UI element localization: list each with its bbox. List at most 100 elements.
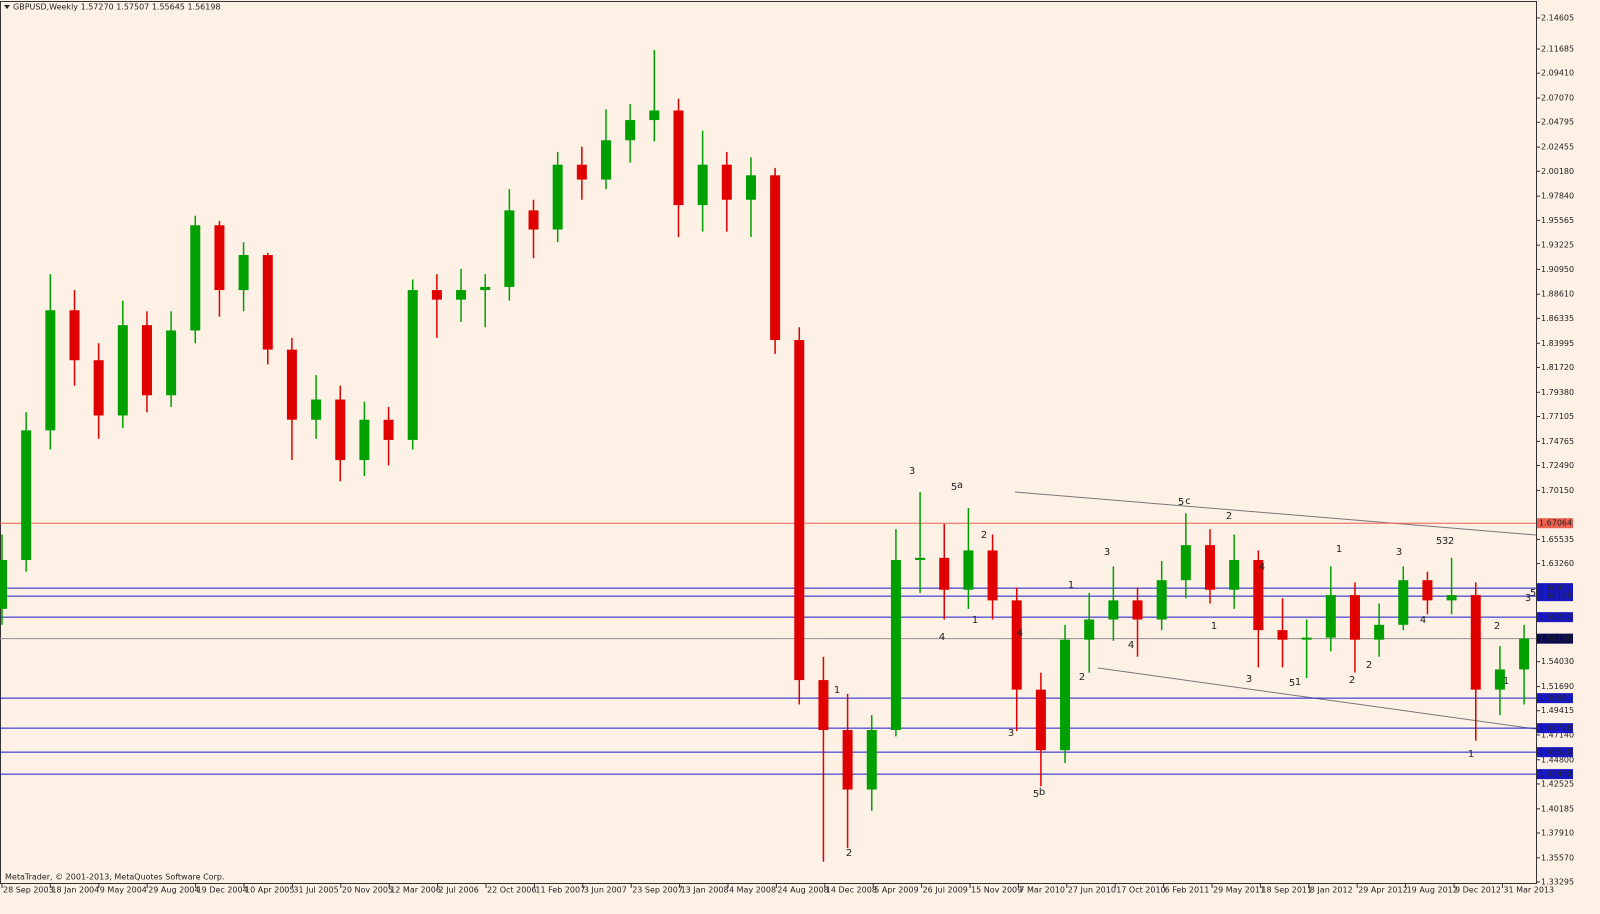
wave-label: 2 (846, 848, 852, 859)
y-tick-label: 1.63260 (1541, 559, 1574, 568)
x-tick-label: 17 Oct 2010 (1116, 886, 1165, 895)
x-tick-label: 27 Jun 2010 (1068, 886, 1116, 895)
x-tick-label: 3 Jun 2007 (584, 886, 627, 895)
candle-body (1446, 595, 1457, 601)
x-tick-label: 19 Dec 2004 (197, 886, 248, 895)
price-level-label: 1.58222 (1539, 613, 1572, 622)
wave-label: 5 (951, 482, 957, 493)
candle-body (335, 399, 346, 461)
candle-body (1277, 630, 1288, 640)
candle-body (576, 164, 587, 180)
candle-body (383, 419, 394, 440)
x-tick-label: 8 Jan 2012 (1310, 886, 1353, 895)
wave-label: 4 (1128, 640, 1134, 651)
candle-body (842, 730, 853, 790)
candle-body (166, 330, 177, 396)
candle-body (1132, 600, 1143, 620)
x-tick-label: 29 May 2011 (1213, 886, 1265, 895)
x-tick-label: 2 Jul 2006 (439, 886, 479, 895)
price-level-label: 1.60951 (1539, 584, 1572, 593)
wave-label: 3 (1008, 728, 1014, 739)
x-tick-label: 6 Feb 2011 (1165, 886, 1210, 895)
wave-label: 5 (1289, 678, 1295, 689)
x-tick-label: 18 Sep 2011 (1261, 886, 1312, 895)
wave-label: 3 (1525, 593, 1531, 604)
wave-label: 3 (1246, 674, 1252, 685)
wave-label: c (1185, 496, 1191, 507)
candle-body (625, 120, 636, 141)
y-tick-label: 1.79380 (1541, 388, 1574, 397)
price-level-label: 1.45520 (1539, 748, 1572, 757)
y-tick-label: 1.81720 (1541, 363, 1574, 372)
menu-icon (4, 5, 10, 9)
price-level-box (1537, 591, 1573, 602)
x-tick-label: 14 Dec 2008 (826, 886, 877, 895)
candle-body (528, 210, 539, 230)
y-tick-label: 2.07070 (1541, 94, 1574, 103)
footer: MetaTrader, © 2001-2013, MetaQuotes Soft… (5, 873, 224, 882)
y-tick-label: 2.02455 (1541, 143, 1574, 152)
y-tick-label: 1.54030 (1541, 657, 1574, 666)
candle-body (45, 310, 56, 431)
y-tick-label: 2.14605 (1541, 13, 1574, 22)
x-tick-label: 12 Mar 2006 (390, 886, 441, 895)
candle-body (1011, 600, 1022, 690)
price-level-box (1537, 518, 1573, 529)
candle-body (770, 175, 781, 341)
y-tick-label: 1.97840 (1541, 192, 1574, 201)
x-tick-label: 26 Jul 2009 (923, 886, 968, 895)
candle-body (1229, 559, 1240, 590)
wave-label: 5 (1178, 497, 1184, 508)
wave-label: 1 (1503, 676, 1509, 687)
candle-body (1253, 559, 1264, 631)
candle-body (1108, 600, 1119, 620)
candle-body (93, 360, 104, 416)
price-level-label: 1.50601 (1539, 694, 1572, 703)
wave-label: 3 (1104, 547, 1110, 558)
wave-label: 5 (1033, 789, 1039, 800)
candle-body (1494, 669, 1505, 690)
candle-body (745, 175, 756, 200)
wave-label: 2 (1349, 675, 1355, 686)
y-tick-label: 1.40185 (1541, 804, 1574, 813)
price-level-label: 1.47778 (1539, 724, 1572, 733)
y-tick-label: 1.65535 (1541, 535, 1574, 544)
x-tick-label: 20 Nov 2005 (342, 886, 393, 895)
x-tick-label: 15 Nov 2009 (971, 886, 1022, 895)
x-tick-label: 23 Sep 2007 (632, 886, 683, 895)
candle-body (1519, 638, 1530, 670)
x-tick-label: 19 Aug 2012 (1407, 886, 1458, 895)
candle-body (407, 290, 418, 440)
y-tick-label: 1.93225 (1541, 241, 1574, 250)
candle-body (0, 559, 7, 609)
candle-body (721, 164, 732, 200)
x-tick-label: 29 Aug 2004 (148, 886, 199, 895)
y-tick-label: 2.09410 (1541, 69, 1574, 78)
candle-body (190, 225, 201, 331)
x-tick-label: 5 Apr 2009 (874, 886, 918, 895)
candle-body (1325, 595, 1336, 638)
candle-body (238, 255, 249, 291)
candle-body (141, 325, 152, 396)
y-tick-label: 1.70150 (1541, 486, 1574, 495)
wave-label: 2 (981, 530, 987, 541)
candle-body (1422, 580, 1433, 601)
y-tick-label: 1.74765 (1541, 437, 1574, 446)
candle-body (504, 210, 515, 287)
candle-body (673, 110, 684, 206)
wave-label: 2 (1079, 672, 1085, 683)
y-tick-label: 1.51690 (1541, 682, 1574, 691)
x-tick-label: 24 Aug 2008 (777, 886, 828, 895)
x-tick-label: 7 Mar 2010 (1019, 886, 1065, 895)
y-tick-label: 1.33295 (1541, 878, 1574, 887)
y-tick-label: 2.11685 (1541, 45, 1574, 54)
candle-body (649, 110, 660, 121)
candle-body (1470, 595, 1481, 690)
candle-body (1156, 580, 1167, 620)
y-tick-label: 1.95565 (1541, 216, 1574, 225)
y-tick-label: 1.72490 (1541, 461, 1574, 470)
y-tick-label: 1.49415 (1541, 706, 1574, 715)
candle-body (69, 310, 80, 361)
wave-label: 4 (1259, 562, 1265, 573)
wave-label: 1 (1468, 749, 1474, 760)
